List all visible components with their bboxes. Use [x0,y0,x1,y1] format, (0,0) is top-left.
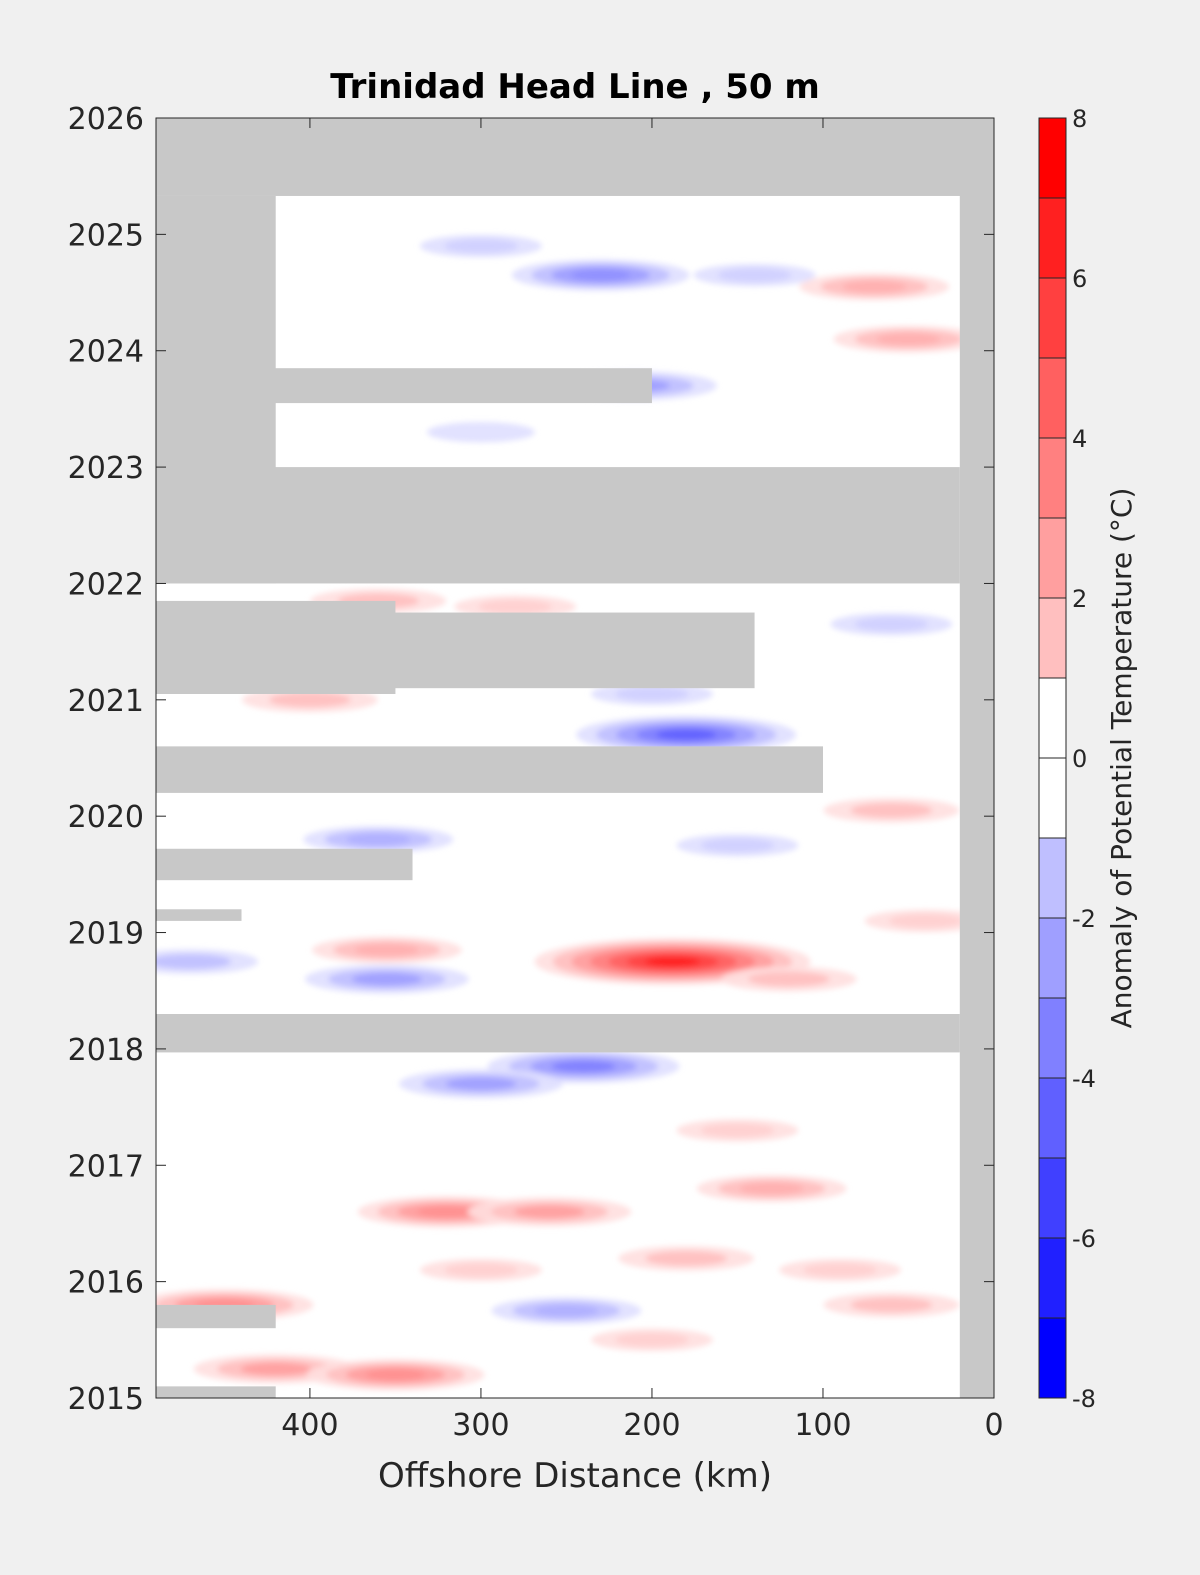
colorbar-segment [1039,758,1066,838]
anomaly-contour [854,617,928,631]
colorbar-tick-label: 4 [1072,425,1087,453]
colorbar-label: Anomaly of Potential Temperature (°C) [1105,488,1138,1029]
colorbar-segment [1039,1238,1066,1318]
no-data-region [156,1304,276,1329]
colorbar-segment [1039,358,1066,438]
anomaly-contour [570,269,631,281]
y-tick-label: 2018 [68,1033,144,1068]
anomaly-contour [644,956,701,967]
colorbar-tick-label: 2 [1072,585,1087,613]
colorbar-tick-label: -2 [1072,905,1096,933]
colorbar-tick-label: -8 [1072,1385,1096,1413]
anomaly-contour [354,944,419,956]
colorbar-tick-label: 0 [1072,745,1087,773]
x-tick-label: 300 [452,1408,509,1443]
anomaly-contour [700,1123,775,1138]
x-tick-label: 100 [794,1408,851,1443]
anomaly-contour [615,1333,689,1347]
plot-frame [155,117,995,1399]
anomaly-contour [351,972,422,986]
anomaly-contour [842,280,907,293]
colorbar-segment [1039,1318,1066,1398]
y-tick-label: 2023 [68,451,144,486]
no-data-region [156,848,413,881]
colorbar-segment [1039,918,1066,998]
no-data-region [156,1014,960,1053]
y-tick-label: 2015 [68,1382,144,1417]
y-tick-label: 2024 [68,335,144,370]
anomaly-contour [747,971,830,987]
anomaly-contour [656,729,717,740]
y-axis: 2015 2016 2017 2018 2019 2020 2021 2022 2023 2024… [68,102,994,1417]
anomaly-contour [365,1369,426,1380]
colorbar-segment [1039,118,1066,198]
colorbar-tick-label: 6 [1072,265,1087,293]
anomaly-contour [426,421,535,443]
anomaly-layer [156,234,987,1391]
chart-title: Trinidad Head Line , 50 m [330,67,820,107]
anomaly-contour [269,692,351,708]
colorbar-segment [1039,598,1066,678]
colorbar: -8 -6 -4 -2 0 2 4 6 8 [1038,105,1096,1413]
colorbar-segment [1039,198,1066,278]
y-tick-label: 2017 [68,1149,144,1184]
colorbar-segment [1039,438,1066,518]
y-tick-label: 2019 [68,917,144,952]
x-axis: 400 300 200 100 0 [281,118,1004,1443]
anomaly-contour [850,1297,933,1313]
anomaly-contour [803,1263,877,1277]
anomaly-contour [417,1206,477,1218]
y-tick-label: 2022 [68,567,144,602]
colorbar-tick-label: -6 [1072,1225,1096,1253]
colorbar-segment [1039,278,1066,358]
no-data-layer [156,118,994,1398]
no-data-region [959,118,994,1398]
x-tick-label: 0 [984,1408,1003,1443]
colorbar-tick-label: -4 [1072,1065,1096,1093]
x-tick-label: 400 [281,1408,338,1443]
anomaly-contour [876,333,941,345]
colorbar-segment [1039,838,1066,918]
anomaly-contour [444,239,518,253]
anomaly-contour [850,802,933,818]
y-tick-label: 2025 [68,218,144,253]
x-axis-label: Offshore Distance (km) [378,1456,772,1496]
anomaly-contour [700,838,775,853]
anomaly-contour [240,1362,311,1376]
anomaly-contour [717,268,792,282]
y-tick-label: 2026 [68,102,144,137]
anomaly-contour [551,1060,616,1072]
anomaly-contour [444,1263,518,1277]
no-data-region [156,368,652,404]
no-data-region [156,1386,276,1398]
anomaly-contour [445,1077,517,1091]
anomaly-contour [534,1304,599,1317]
anomaly-contour [615,687,689,701]
no-data-region [156,909,242,921]
no-data-region [156,118,994,196]
x-tick-label: 200 [623,1408,680,1443]
anomaly-contour [645,1250,727,1266]
anomaly-contour [346,833,411,846]
y-tick-label: 2020 [68,800,144,835]
anomaly-contour [888,914,963,928]
y-tick-label: 2016 [68,1266,144,1301]
colorbar-segment [1039,518,1066,598]
colorbar-segment [1039,1158,1066,1238]
colorbar-segment [1039,1078,1066,1158]
no-data-region [156,746,823,793]
anomaly-contour [478,599,552,614]
no-data-region [156,612,755,689]
anomaly-contour [156,954,231,970]
y-tick-label: 2021 [68,684,144,719]
colorbar-segment [1039,678,1066,758]
plot-content [156,118,994,1398]
no-data-region [156,467,960,584]
colorbar-segment [1039,998,1066,1078]
anomaly-contour [514,1205,585,1219]
colorbar-tick-label: 8 [1072,105,1087,133]
anomaly-contour [739,1182,804,1195]
